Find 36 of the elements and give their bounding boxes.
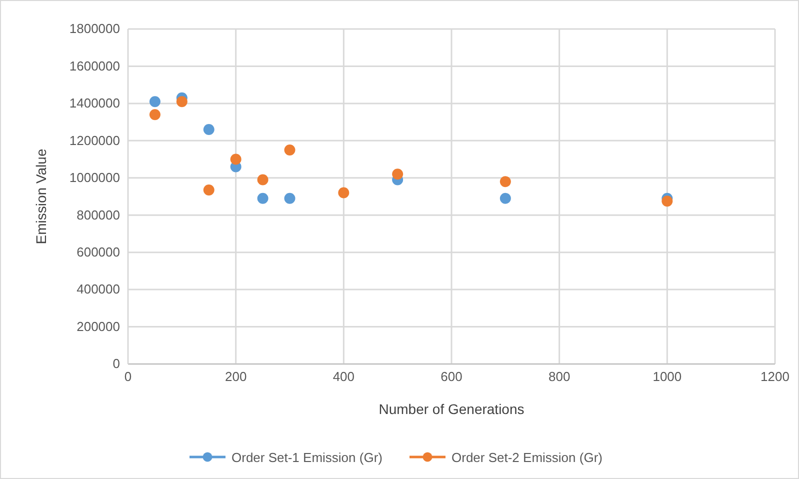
y-tick-label: 1600000 — [69, 58, 120, 74]
y-tick-label: 0 — [112, 356, 120, 372]
legend-label: Order Set-1 Emission (Gr) — [232, 450, 382, 465]
y-tick-label: 1400000 — [69, 96, 120, 111]
y-tick-label: 1200000 — [69, 132, 120, 148]
y-tick-label: 800000 — [76, 207, 120, 222]
x-tick-label: 400 — [332, 369, 355, 384]
x-tick-label: 0 — [124, 369, 132, 384]
point — [149, 96, 160, 108]
point — [500, 192, 511, 204]
y-tick-label: 1000000 — [69, 170, 120, 186]
point — [392, 168, 404, 180]
point — [203, 184, 214, 196]
y-axis-title: Emission Value — [33, 148, 49, 244]
point — [176, 96, 188, 108]
y-tick-label: 1800000 — [69, 21, 120, 36]
y-tick-label: 400000 — [76, 282, 120, 297]
y-tick-label: 200000 — [76, 318, 120, 334]
y-tick-label: 600000 — [76, 244, 120, 260]
point — [203, 124, 214, 135]
point — [662, 196, 673, 207]
point — [284, 144, 296, 156]
point — [149, 109, 160, 120]
x-axis-title: Number of Generations — [378, 401, 524, 417]
point — [230, 154, 242, 165]
point — [257, 174, 268, 186]
point — [500, 176, 511, 188]
x-tick-label: 1200 — [760, 369, 790, 384]
point — [257, 192, 268, 204]
x-tick-label: 600 — [440, 369, 462, 384]
legend-label: Order Set-2 Emission (Gr) — [452, 450, 602, 465]
x-tick-label: 200 — [224, 369, 247, 384]
point — [338, 187, 350, 198]
x-tick-label: 1000 — [652, 369, 682, 384]
point — [284, 192, 296, 204]
x-tick-label: 800 — [548, 369, 570, 384]
